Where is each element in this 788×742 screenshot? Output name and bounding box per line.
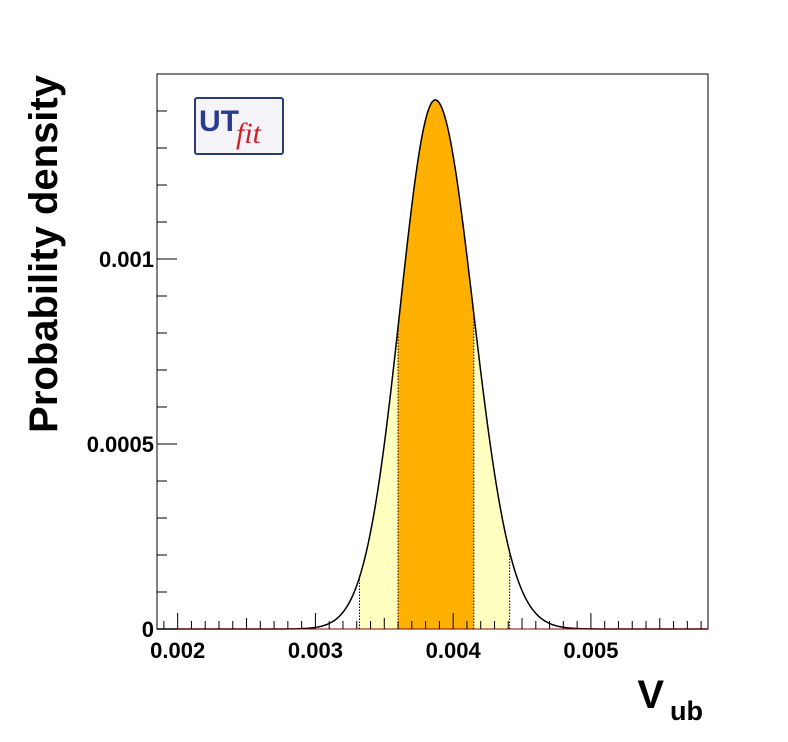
x-axis-ticks: 0.002 0.003 0.004 0.005 bbox=[150, 613, 702, 663]
x-tick-label: 0.003 bbox=[288, 638, 343, 663]
logo-text-main: UT bbox=[199, 105, 239, 138]
y-tick-label: 0.0005 bbox=[87, 432, 154, 457]
x-axis-title-main: V bbox=[637, 673, 664, 717]
interval-boundaries bbox=[358, 313, 511, 629]
x-tick-label: 0.002 bbox=[150, 638, 205, 663]
interval-fills bbox=[359, 99, 510, 629]
x-tick-label: 0.004 bbox=[426, 638, 482, 663]
y-tick-label: 0 bbox=[142, 617, 154, 642]
interval-fill-68pct bbox=[398, 99, 474, 629]
x-tick-label: 0.005 bbox=[563, 638, 618, 663]
y-axis-ticks: 0 0.0005 0.001 bbox=[87, 73, 177, 642]
logo-text-sub: fit bbox=[236, 117, 262, 150]
y-tick-label: 0.001 bbox=[99, 247, 154, 272]
y-axis-title: Probability density bbox=[22, 74, 66, 433]
x-axis-title-sub: ub bbox=[670, 696, 703, 726]
utfit-logo: UT fit bbox=[194, 97, 284, 155]
